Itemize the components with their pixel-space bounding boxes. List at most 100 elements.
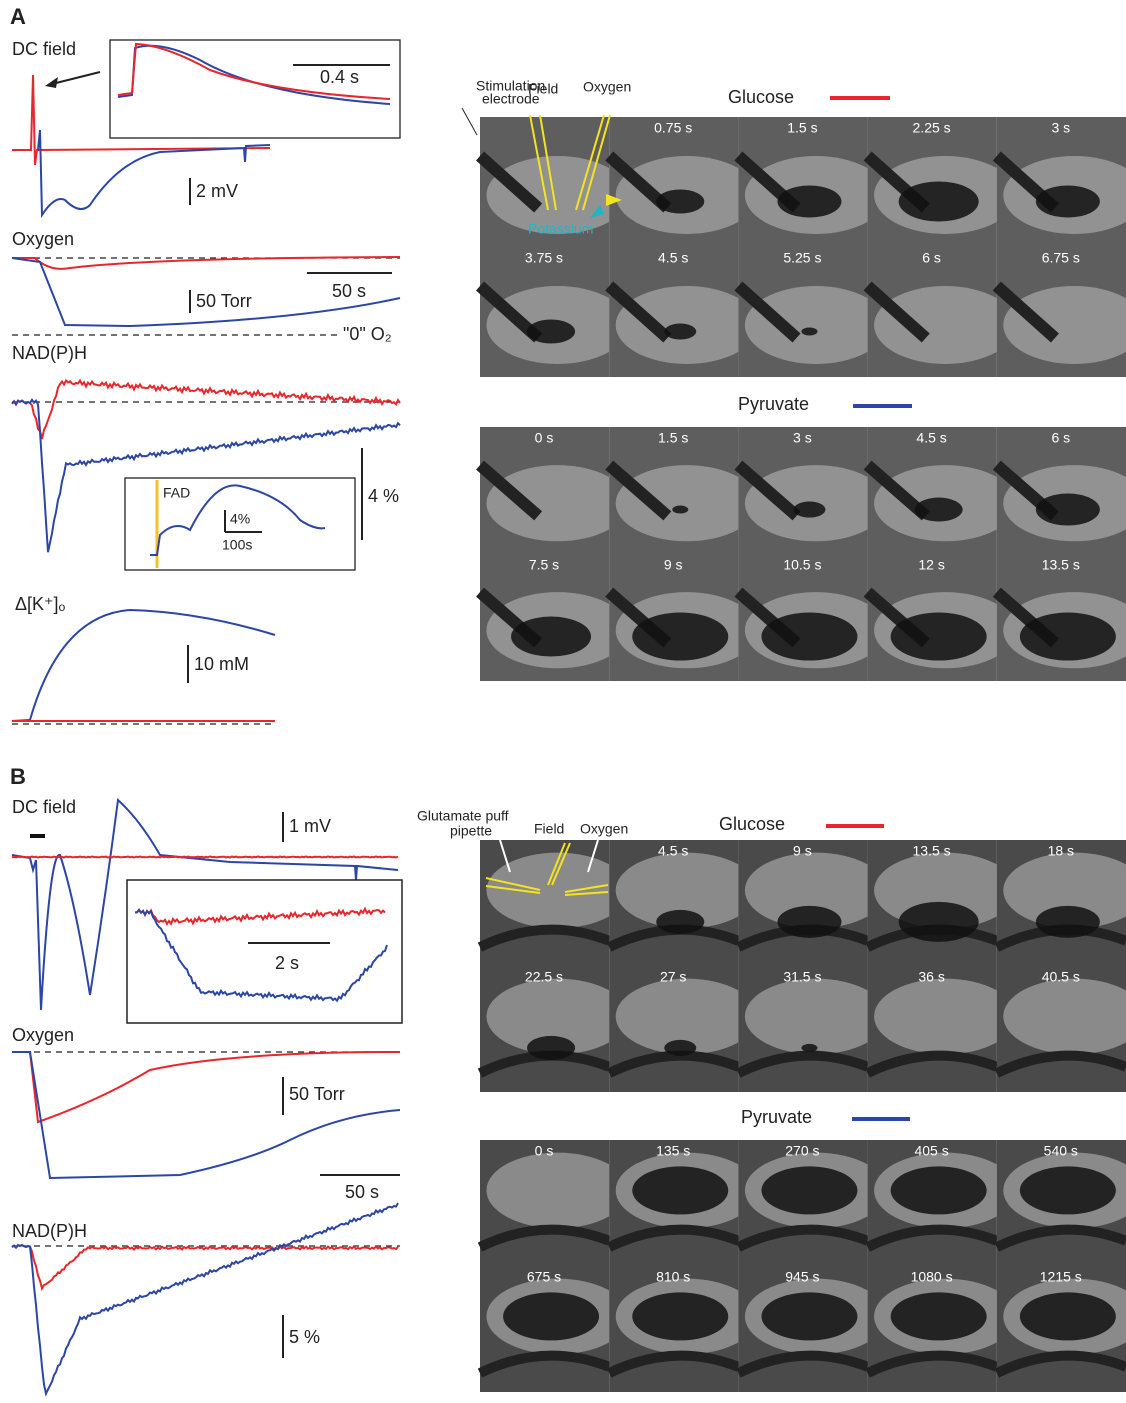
- scale-label: 4%: [230, 511, 250, 527]
- pointer: [462, 108, 477, 135]
- trace: [38, 130, 270, 215]
- tile-label: 4.5 s: [658, 843, 688, 859]
- tissue: [486, 1153, 628, 1229]
- scale-label: 2 s: [275, 953, 299, 973]
- tile-label: 27 s: [660, 969, 686, 985]
- dye-spot: [1020, 1166, 1116, 1214]
- tile-label: 540 s: [1044, 1143, 1078, 1159]
- trace: [12, 75, 270, 165]
- inset-label: FAD: [163, 485, 190, 501]
- trace-label: Oxygen: [12, 229, 74, 249]
- annotation: Potassium: [528, 221, 593, 237]
- dye-spot: [1036, 186, 1100, 218]
- tile-label: 6 s: [1051, 430, 1070, 446]
- tile-label: 6 s: [922, 250, 941, 266]
- tile-label: 810 s: [656, 1269, 690, 1285]
- zero-label: "0" O₂: [343, 324, 392, 344]
- tile-label: 10.5 s: [783, 557, 821, 573]
- dye-spot: [632, 613, 728, 661]
- arrow-head: [45, 77, 58, 88]
- inset: [110, 40, 400, 138]
- annotation: Oxygen: [583, 79, 631, 95]
- tile-label: 4.5 s: [658, 250, 688, 266]
- tile-label: 0 s: [535, 1143, 554, 1159]
- scale-label: 4 %: [368, 486, 399, 506]
- dye-spot: [761, 613, 857, 661]
- trace: [12, 1052, 400, 1178]
- dye-spot: [891, 613, 987, 661]
- dye-spot: [777, 186, 841, 218]
- tile-label: 13.5 s: [913, 843, 951, 859]
- tile-label: 36 s: [918, 969, 944, 985]
- dye-spot: [672, 506, 688, 514]
- tile-label: 3.75 s: [525, 250, 563, 266]
- dye-spot: [891, 1292, 987, 1340]
- arrow: [52, 72, 100, 84]
- dye-spot: [527, 1036, 575, 1060]
- tile-label: 7.5 s: [529, 557, 559, 573]
- tile-label: 40.5 s: [1042, 969, 1080, 985]
- trace: [12, 856, 398, 857]
- scale-label: 100s: [222, 537, 252, 553]
- tissue: [874, 979, 1016, 1055]
- trace-label: Oxygen: [12, 1025, 74, 1045]
- dye-spot: [801, 328, 817, 336]
- tile-label: 2.25 s: [913, 120, 951, 136]
- scale-label: 50 s: [345, 1182, 379, 1202]
- annotation: Oxygen: [580, 821, 628, 837]
- scale-label: 50 Torr: [289, 1084, 345, 1104]
- dye-spot: [632, 1166, 728, 1214]
- annotation: pipette: [450, 823, 492, 839]
- annotation: Field: [534, 821, 564, 837]
- tile-label: 22.5 s: [525, 969, 563, 985]
- dye-spot: [664, 324, 696, 340]
- tile-label: 4.5 s: [916, 430, 946, 446]
- dye-spot: [777, 906, 841, 938]
- dye-spot: [1020, 1292, 1116, 1340]
- legend-label: Glucose: [728, 87, 794, 107]
- tile-label: 405 s: [914, 1143, 948, 1159]
- dye-spot: [1036, 494, 1100, 526]
- tile-label: 1080 s: [911, 1269, 953, 1285]
- trace: [12, 1245, 398, 1288]
- tissue: [486, 465, 628, 541]
- tissue: [616, 465, 758, 541]
- tile-label: 1215 s: [1040, 1269, 1082, 1285]
- panel-label: A: [10, 4, 26, 29]
- dye-spot: [656, 190, 704, 214]
- inset: [127, 880, 402, 1023]
- scale-label: 50 s: [332, 281, 366, 301]
- trace-label: Δ[K⁺]ₒ: [15, 594, 66, 614]
- annotation: Field: [528, 81, 558, 97]
- scale-label: 50 Torr: [196, 291, 252, 311]
- scale-label: 10 mM: [194, 654, 249, 674]
- tile-label: 6.75 s: [1042, 250, 1080, 266]
- dye-spot: [664, 1040, 696, 1056]
- dye-spot: [632, 1292, 728, 1340]
- legend-label: Pyruvate: [741, 1107, 812, 1127]
- tile-label: 3 s: [1051, 120, 1070, 136]
- dye-spot: [656, 910, 704, 934]
- tile-label: 3 s: [793, 430, 812, 446]
- tile-label: 13.5 s: [1042, 557, 1080, 573]
- tissue: [874, 286, 1016, 364]
- tile-label: 675 s: [527, 1269, 561, 1285]
- scale-label: 2 mV: [196, 181, 238, 201]
- dye-spot: [511, 617, 591, 657]
- scale-label: 1 mV: [289, 816, 331, 836]
- tile-label: 270 s: [785, 1143, 819, 1159]
- legend-label: Pyruvate: [738, 394, 809, 414]
- dye-spot: [899, 902, 979, 942]
- dye-spot: [891, 1166, 987, 1214]
- dye-spot: [761, 1166, 857, 1214]
- dye-spot: [1036, 906, 1100, 938]
- tile-label: 0.75 s: [654, 120, 692, 136]
- tile-label: 12 s: [918, 557, 944, 573]
- scale-label: 0.4 s: [320, 67, 359, 87]
- tile-label: 31.5 s: [783, 969, 821, 985]
- dye-spot: [1020, 613, 1116, 661]
- tile-label: 0 s: [535, 430, 554, 446]
- dye-spot: [527, 320, 575, 344]
- trace: [12, 257, 400, 269]
